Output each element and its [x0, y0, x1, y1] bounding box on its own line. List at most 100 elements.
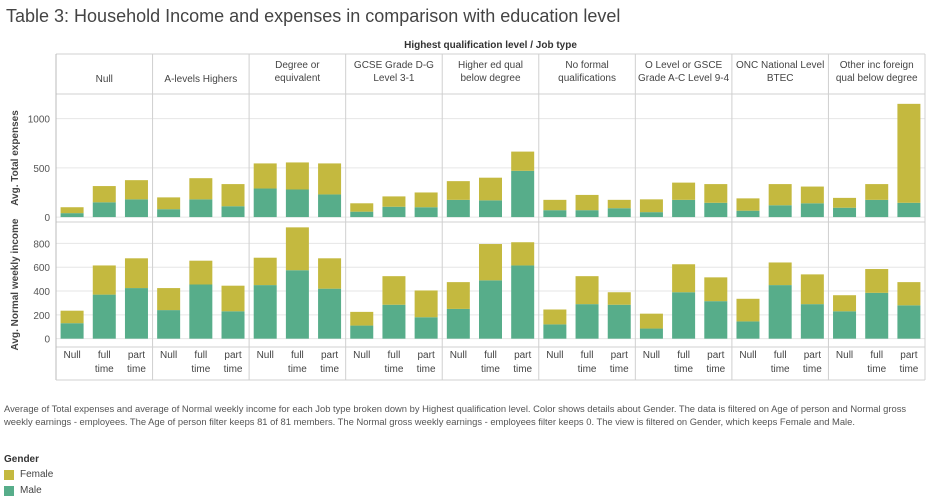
- bar-male: [189, 199, 213, 218]
- bar-female: [157, 197, 181, 210]
- x-tick-label: part: [418, 350, 435, 361]
- legend-item-female[interactable]: Female: [4, 469, 53, 480]
- legend-title: Gender: [4, 454, 40, 465]
- x-tick-label: time: [320, 364, 339, 375]
- x-tick-label: full: [484, 350, 497, 361]
- header-title: Highest qualification level / Job type: [404, 40, 577, 51]
- bar-male: [607, 304, 631, 339]
- y-tick-label: 0: [44, 213, 50, 224]
- bar-male: [92, 294, 116, 339]
- bar-male: [768, 285, 792, 339]
- bar-male: [285, 270, 309, 339]
- x-tick-label: full: [194, 350, 207, 361]
- group-label: No formal: [565, 60, 608, 71]
- bar-female: [607, 199, 631, 209]
- bar-male: [479, 200, 502, 218]
- bar-male: [189, 284, 213, 339]
- bar-female: [607, 292, 631, 305]
- group-label: BTEC: [767, 73, 794, 84]
- bar-female: [897, 282, 921, 306]
- bar-male: [736, 321, 760, 339]
- x-tick-label: full: [870, 350, 883, 361]
- x-tick-label: full: [98, 350, 111, 361]
- group-label: O Level or GSCE: [645, 60, 723, 71]
- bar-male: [833, 311, 857, 339]
- bar-male: [833, 207, 857, 218]
- legend-item-male[interactable]: Male: [4, 485, 42, 496]
- bar-female: [639, 199, 663, 213]
- bar-female: [92, 186, 116, 203]
- legend-swatch-male: [4, 485, 14, 496]
- bar-male: [865, 199, 889, 218]
- x-tick-label: full: [774, 350, 787, 361]
- bar-female: [833, 295, 857, 312]
- bar-female: [253, 163, 277, 189]
- bar-male: [672, 292, 696, 339]
- bar-male: [157, 209, 181, 218]
- x-tick-label: time: [899, 364, 918, 375]
- y-tick-label: 0: [44, 335, 50, 346]
- x-tick-label: Null: [257, 350, 274, 361]
- bar-female: [318, 258, 342, 289]
- x-tick-label: time: [384, 364, 403, 375]
- bar-female: [414, 192, 438, 208]
- group-label: A-levels Highers: [164, 74, 237, 85]
- bar-male: [800, 304, 824, 339]
- bar-male: [768, 205, 792, 218]
- bar-male: [865, 292, 889, 339]
- bar-male: [318, 288, 342, 339]
- group-label: Null: [96, 74, 113, 85]
- group-label: qualifications: [558, 73, 616, 84]
- bar-female: [350, 311, 374, 326]
- bar-female: [253, 257, 277, 286]
- bar-female: [865, 184, 889, 200]
- bar-female: [575, 194, 599, 211]
- bar-male: [479, 280, 502, 339]
- bar-female: [736, 298, 760, 322]
- bar-male: [253, 285, 277, 339]
- bar-male: [736, 210, 760, 218]
- bar-female: [446, 181, 470, 200]
- x-tick-label: Null: [160, 350, 177, 361]
- bar-male: [704, 202, 728, 218]
- x-tick-label: Null: [63, 350, 80, 361]
- bar-male: [543, 324, 567, 339]
- y-tick-label: 600: [33, 263, 50, 274]
- bar-female: [897, 103, 921, 203]
- bar-female: [60, 207, 84, 214]
- bar-male: [350, 325, 374, 339]
- chart-title: Table 3: Household Income and expenses i…: [6, 6, 621, 26]
- bar-female: [446, 282, 470, 309]
- bar-male: [92, 202, 116, 218]
- x-tick-label: Null: [836, 350, 853, 361]
- bar-female: [92, 265, 116, 295]
- bar-male: [60, 213, 84, 218]
- bar-female: [382, 276, 406, 305]
- x-tick-label: time: [417, 364, 436, 375]
- bar-female: [768, 184, 792, 206]
- bar-female: [318, 163, 342, 195]
- y-tick-label: 400: [33, 287, 50, 298]
- bar-female: [543, 309, 567, 325]
- bar-male: [124, 199, 148, 218]
- x-tick-label: Null: [643, 350, 660, 361]
- bar-female: [285, 162, 309, 190]
- bar-male: [253, 188, 277, 218]
- x-tick-label: time: [288, 364, 307, 375]
- bar-male: [157, 310, 181, 339]
- bar-male: [511, 265, 535, 339]
- bar-female: [479, 244, 502, 281]
- group-label: Grade A-C Level 9-4: [638, 73, 730, 84]
- x-tick-label: time: [191, 364, 210, 375]
- bar-male: [897, 305, 921, 339]
- x-tick-label: time: [513, 364, 532, 375]
- group-label: qual below degree: [836, 73, 918, 84]
- x-tick-label: part: [611, 350, 628, 361]
- x-tick-label: Null: [353, 350, 370, 361]
- bar-female: [672, 182, 696, 200]
- x-tick-label: part: [321, 350, 338, 361]
- group-label: ONC National Level: [736, 60, 824, 71]
- bar-male: [318, 194, 342, 218]
- bar-male: [124, 288, 148, 339]
- x-tick-label: time: [706, 364, 725, 375]
